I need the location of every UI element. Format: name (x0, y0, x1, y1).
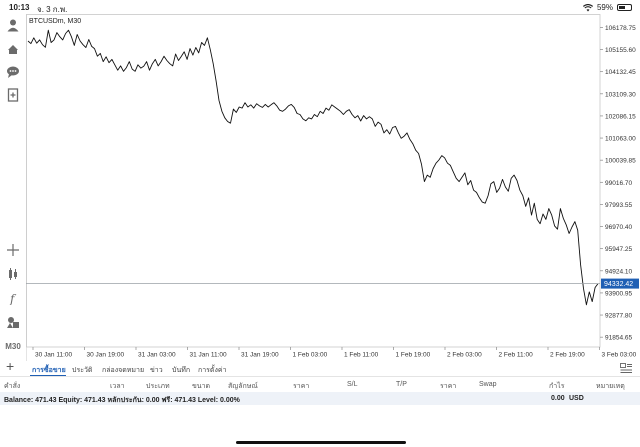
y-tick-label: 96970.40 (605, 224, 632, 231)
balance-summary: Balance: 471.43 Equity: 471.43 หลักประกั… (4, 397, 240, 404)
y-tick-label: 92877.80 (605, 313, 632, 320)
profit-currency: USD (569, 395, 584, 402)
function-icon[interactable]: f (5, 290, 21, 306)
timeframe-button[interactable]: M30 (5, 341, 21, 351)
x-tick-label: 1 Feb 19:00 (396, 352, 431, 359)
col-swap: Swap (479, 381, 497, 388)
chart-toolbar: f M30 (0, 14, 27, 361)
tab-mailbox[interactable]: กล่องจดหมาย (102, 367, 145, 374)
y-tick-label: 104132.45 (605, 69, 636, 76)
status-right: 59% (582, 3, 632, 12)
x-tick-label: 31 Jan 03:00 (138, 352, 176, 359)
y-tick-label: 105155.60 (605, 47, 636, 54)
crosshair-icon[interactable] (5, 242, 21, 258)
y-tick-label: 100039.85 (605, 158, 636, 165)
col-type: ประเภท (146, 383, 170, 390)
x-tick-label: 30 Jan 11:00 (35, 352, 72, 359)
status-time: 10:13 (9, 3, 30, 12)
home-indicator[interactable] (236, 441, 406, 444)
x-tick-label: 1 Feb 11:00 (344, 352, 379, 359)
chart-symbol: BTCUSDm, M30 (29, 18, 81, 25)
col-current-price: ราคา (440, 383, 457, 390)
objects-icon[interactable] (5, 314, 21, 330)
col-volume: ขนาด (192, 383, 211, 390)
col-symbol: สัญลักษณ์ (228, 383, 258, 390)
status-bar: 10:13 จ. 3 ก.พ. 59% (0, 0, 640, 14)
battery-icon (617, 4, 632, 11)
y-tick-label: 95947.25 (605, 246, 632, 253)
y-tick-label: 103109.30 (605, 91, 636, 98)
add-document-icon[interactable] (5, 87, 21, 103)
col-sl: S/L (347, 381, 358, 388)
tab-settings[interactable]: การตั้งค่า (198, 367, 227, 374)
x-tick-label: 31 Jan 11:00 (190, 352, 227, 359)
price-chart[interactable]: 106178.75 105155.60 104132.45 103109.30 1020… (26, 14, 640, 361)
tab-trade[interactable]: การซื้อขาย (32, 367, 66, 374)
terminal-tabs: + การซื้อขาย ประวัติ กล่องจดหมาย ข่าว บั… (0, 358, 640, 377)
wifi-icon (582, 3, 593, 11)
add-icon[interactable]: + (6, 358, 15, 374)
time-axis: 30 Jan 11:00 30 Jan 19:00 31 Jan 03:00 31 J… (32, 347, 637, 359)
x-tick-label: 1 Feb 03:00 (293, 352, 328, 359)
col-order: คำสั่ง (4, 383, 21, 390)
x-tick-label: 2 Feb 19:00 (550, 352, 585, 359)
chart-grid (26, 14, 601, 348)
user-icon[interactable] (5, 17, 21, 33)
battery-percent: 59% (596, 3, 613, 12)
svg-text:f: f (9, 292, 17, 305)
x-tick-label: 2 Feb 11:00 (499, 352, 534, 359)
current-price-badge (601, 278, 639, 289)
y-tick-label: 91854.65 (605, 335, 632, 342)
current-price-label: 94332.42 (604, 281, 633, 288)
terminal-panel: + การซื้อขาย ประวัติ กล่องจดหมาย ข่าว บั… (0, 358, 640, 447)
x-tick-label: 2 Feb 03:00 (447, 352, 482, 359)
chart-canvas[interactable]: 106178.75 105155.60 104132.45 103109.30 1020… (26, 14, 640, 361)
price-series (27, 29, 599, 306)
chat-icon[interactable] (5, 64, 21, 80)
y-tick-label: 99016.70 (605, 180, 632, 187)
y-tick-label: 101063.00 (605, 136, 636, 143)
col-profit: กำไร (549, 383, 565, 390)
table-header: คำสั่ง เวลา ประเภท ขนาด สัญลักษณ์ ราคา S… (0, 376, 640, 393)
x-tick-label: 31 Jan 19:00 (241, 352, 279, 359)
y-tick-label: 106178.75 (605, 25, 636, 32)
trade-icon[interactable] (5, 40, 21, 56)
tab-history[interactable]: ประวัติ (72, 367, 93, 374)
x-tick-label: 30 Jan 19:00 (87, 352, 125, 359)
y-tick-label: 93900.95 (605, 290, 632, 297)
total-profit: 0.00 (551, 395, 565, 402)
col-price: ราคา (293, 383, 310, 390)
col-time: เวลา (110, 383, 125, 390)
panel-menu-icon[interactable] (620, 363, 632, 374)
col-tp: T/P (396, 381, 407, 388)
col-comment: หมายเหตุ (596, 383, 625, 390)
balance-row: Balance: 471.43 Equity: 471.43 หลักประกั… (0, 392, 640, 405)
tab-journal[interactable]: บันทึก (172, 367, 191, 374)
status-date: จ. 3 ก.พ. (37, 5, 68, 14)
indicators-icon[interactable] (5, 266, 21, 282)
price-axis: 106178.75 105155.60 104132.45 103109.30 1020… (600, 25, 636, 342)
tab-news[interactable]: ข่าว (150, 367, 163, 374)
y-tick-label: 97993.55 (605, 202, 632, 209)
y-tick-label: 94924.10 (605, 268, 632, 275)
y-tick-label: 102086.15 (605, 113, 636, 120)
plot-frame (26, 14, 601, 348)
price-series-line (27, 29, 599, 306)
x-tick-label: 3 Feb 03:00 (602, 352, 637, 359)
